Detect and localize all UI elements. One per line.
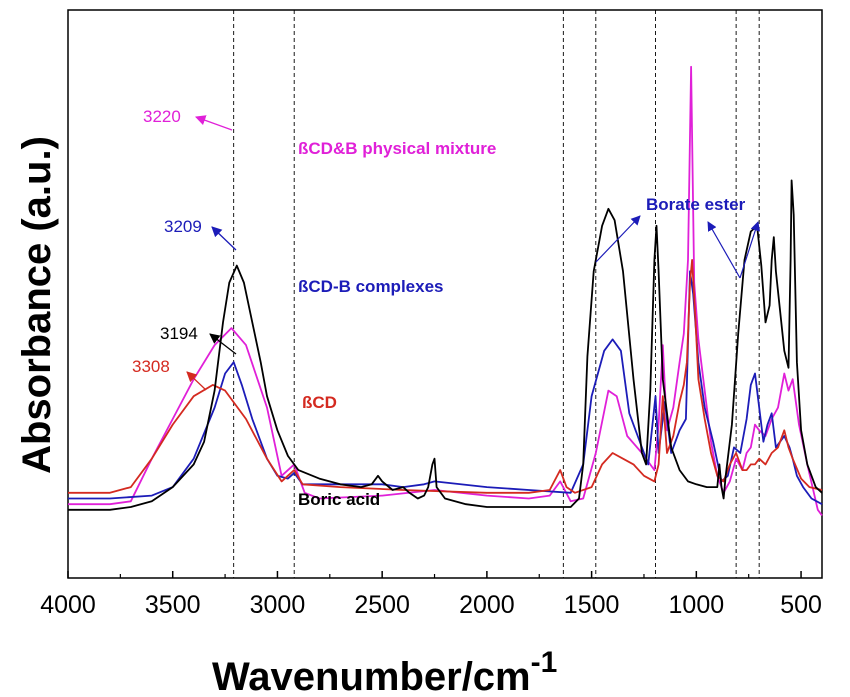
x-axis-ticks: 4000 3500 3000 2500 2000 1500 1000 500: [40, 571, 822, 619]
x-tick-label-3500: 3500: [145, 591, 201, 619]
x-axis-title-superscript: -1: [531, 646, 558, 679]
peak-arrow-3209: [211, 226, 237, 251]
plot-frame: [67, 9, 823, 579]
series-line-1: [68, 270, 823, 505]
x-tick-label-2500: 2500: [354, 591, 410, 619]
peak-arrow-3308: [186, 371, 207, 391]
borate-arrow-3: [739, 221, 760, 279]
series-label-boric-acid: Boric acid: [298, 490, 380, 509]
series-line-2: [68, 258, 823, 494]
x-tick-label-4000: 4000: [40, 591, 96, 619]
series-label-physical-mixture: ßCD&B physical mixture: [298, 139, 496, 158]
series-line-3: [68, 179, 823, 511]
peak-arrow-3220: [195, 115, 233, 131]
series-label-bcd: ßCD: [302, 393, 337, 412]
series-line-0: [68, 65, 823, 517]
series-label-complexes: ßCD-B complexes: [298, 277, 443, 296]
reference-lines: [233, 10, 760, 578]
peak-label-3220: 3220: [143, 107, 181, 126]
series-group: [68, 65, 823, 517]
borate-ester-label: Borate ester: [646, 195, 746, 214]
x-tick-label-2000: 2000: [459, 591, 515, 619]
peak-arrow-3194: [209, 333, 237, 355]
y-axis-title: Absorbance (a.u.): [15, 136, 59, 474]
peak-label-3308: 3308: [132, 357, 170, 376]
peak-label-3194: 3194: [160, 324, 198, 343]
x-tick-label-1500: 1500: [564, 591, 620, 619]
x-tick-label-500: 500: [780, 591, 822, 619]
x-axis-title: Wavenumber/cm-1: [212, 646, 557, 697]
borate-arrow-2: [707, 221, 741, 279]
x-tick-label-3000: 3000: [250, 591, 306, 619]
borate-arrow-1: [595, 215, 641, 263]
x-tick-label-1000: 1000: [669, 591, 725, 619]
peak-label-3209: 3209: [164, 217, 202, 236]
